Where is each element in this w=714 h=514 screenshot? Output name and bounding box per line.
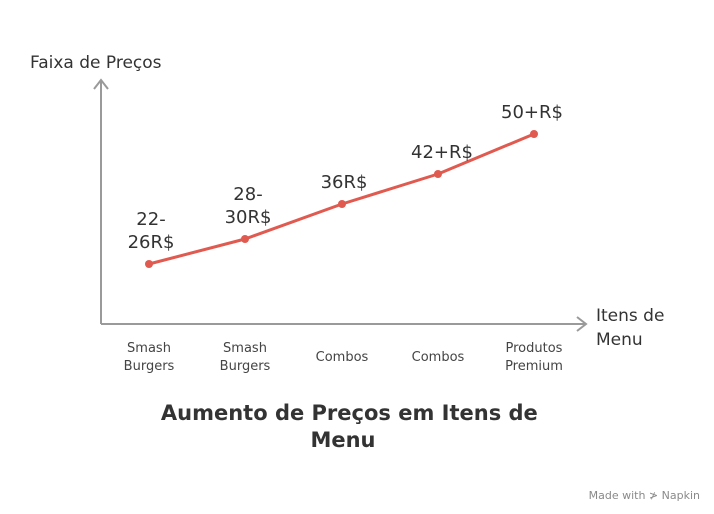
data-point bbox=[434, 170, 442, 178]
chart-title: Aumento de Preços em Itens de Menu bbox=[161, 401, 545, 452]
data-label: 42+R$ bbox=[411, 142, 473, 163]
data-label: 22-26R$ bbox=[128, 209, 175, 253]
x-tick-labels: Smash Burgers Smash Burgers Combos Combos Prod… bbox=[124, 341, 563, 374]
data-point bbox=[338, 200, 346, 208]
data-labels: 22-26R$ 28-30R$ 36R$ 42+R$ 50+R$ bbox=[128, 102, 563, 253]
price-series bbox=[145, 130, 538, 268]
chart-title-line: Menu bbox=[310, 428, 375, 452]
series-line bbox=[147, 132, 536, 266]
x-axis-title-line: Menu bbox=[596, 330, 643, 350]
x-axis-title: Itens de Menu bbox=[596, 306, 670, 350]
x-tick-label: Combos bbox=[316, 350, 369, 365]
x-tick-label: Smash Burgers bbox=[220, 341, 271, 374]
x-tick-label: Combos bbox=[412, 350, 465, 365]
data-label: 50+R$ bbox=[501, 102, 563, 123]
data-point bbox=[145, 260, 153, 268]
x-axis-title-line: Itens de bbox=[596, 306, 664, 326]
data-point bbox=[241, 235, 249, 243]
y-axis-title: Faixa de Preços bbox=[30, 53, 162, 73]
data-label: 28-30R$ bbox=[225, 184, 272, 228]
x-tick-label: Produtos Premium bbox=[505, 341, 563, 374]
data-point bbox=[530, 130, 538, 138]
x-tick-label: Smash Burgers bbox=[124, 341, 175, 374]
x-axis-arrow bbox=[576, 316, 588, 332]
data-label: 36R$ bbox=[321, 172, 368, 193]
napkin-credit: Made with ≯ Napkin bbox=[588, 489, 700, 502]
chart-title-line: Aumento de Preços em Itens de bbox=[161, 401, 538, 425]
y-axis-arrow bbox=[93, 78, 109, 90]
